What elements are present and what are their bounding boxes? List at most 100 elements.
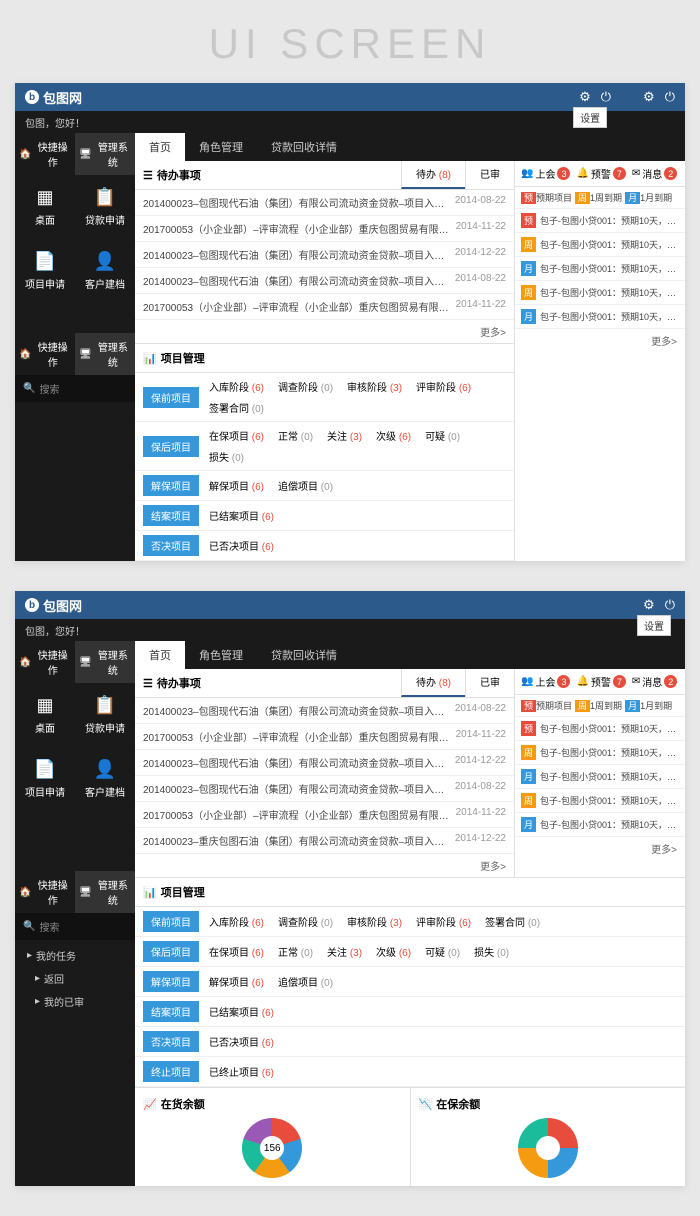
tree-mine[interactable]: ▸ 我的已审	[15, 990, 135, 1013]
side-tab-quick-b[interactable]: 🏠 快捷操作	[15, 333, 75, 375]
topbar-right: ⚙ ⏻ ⚙ ⏻ 设置	[579, 89, 675, 105]
topbar: b 包图网 ⚙ ⏻ ⚙ ⏻ 设置	[15, 83, 685, 111]
main-tabs: 首页角色管理贷款回收详情	[135, 641, 685, 669]
alert-header: 👥 上会3 🔔 预警7 ✉ 消息2	[515, 161, 685, 187]
app-preview-2: b 包图网 ⚙ ⏻ 设置 包图，您好！ 🏠 快捷操作 🖥 管理系统 ▦桌面📋贷款…	[15, 591, 685, 1186]
brand-icon: b	[25, 598, 39, 612]
side-item[interactable]: ▦桌面	[15, 175, 75, 239]
pm-row: 保前项目入库阶段 (6)调查阶段 (0)审核阶段 (3)评审阶段 (6)签署合同…	[135, 907, 685, 937]
pm-row: 解保项目解保项目 (6)追偿项目 (0)	[135, 471, 514, 501]
todo-item[interactable]: 201400023–包图现代石油（集团）有限公司流动资金贷款–项目入库—财务部复…	[135, 750, 514, 776]
search-box[interactable]: 🔍 搜索	[15, 913, 135, 940]
pm-row: 终止项目已终止项目 (6)	[135, 1057, 685, 1087]
alert-more[interactable]: 更多>	[515, 837, 685, 860]
topbar-right: ⚙ ⏻ 设置	[643, 597, 675, 613]
todo-item[interactable]: 201700053（小企业部）–评审流程（小企业部）重庆包图贸易有限公司流动资.…	[135, 802, 514, 828]
alert-header: 👥 上会3 🔔 预警7 ✉ 消息2	[515, 669, 685, 695]
settings-tooltip: 设置	[637, 615, 671, 636]
alert-item[interactable]: 月包子-包图小贷001：预期10天，金额...	[515, 305, 685, 329]
power-icon[interactable]: ⏻	[665, 597, 675, 613]
chart-right: 📉 在保余额	[411, 1088, 686, 1186]
pm-row: 结案项目已结案项目 (6)	[135, 997, 685, 1027]
pm-row: 否决项目已否决项目 (6)	[135, 531, 514, 561]
topbar: b 包图网 ⚙ ⏻ 设置	[15, 591, 685, 619]
pm-title: 📊 项目管理	[135, 344, 514, 373]
side-tab-quick[interactable]: 🏠 快捷操作	[15, 133, 75, 175]
alert-item[interactable]: 月包子-包图小贷001：预期10天，金额...	[515, 813, 685, 837]
pm-row: 保后项目在保项目 (6)正常 (0)关注 (3)次级 (6)可疑 (0)损失 (…	[135, 937, 685, 967]
todo-tab-done[interactable]: 已审	[465, 161, 514, 189]
watermark-title: UI SCREEN	[0, 0, 700, 83]
tab[interactable]: 贷款回收详情	[257, 133, 351, 161]
main-content: 首页角色管理贷款回收详情 ☰ 待办事项 待办 (8) 已审 201400023–…	[135, 133, 685, 561]
power-icon-2[interactable]: ⏻	[665, 89, 675, 105]
alert-item[interactable]: 周包子-包图小贷001：预期10天，金额...	[515, 281, 685, 305]
settings-icon-2[interactable]: ⚙	[643, 89, 655, 105]
tab[interactable]: 首页	[135, 641, 185, 669]
alert-item[interactable]: 预包子-包图小贷001：预期10天，金额...	[515, 209, 685, 233]
todo-title: ☰ 待办事项	[135, 161, 209, 189]
settings-icon[interactable]: ⚙	[643, 597, 655, 613]
side-tab-mgmt-b[interactable]: 🖥 管理系统	[75, 871, 135, 913]
side-item[interactable]: 👤客户建档	[75, 747, 135, 811]
side-item[interactable]: 📋贷款申请	[75, 175, 135, 239]
side-tab-mgmt-b[interactable]: 🖥 管理系统	[75, 333, 135, 375]
search-box[interactable]: 🔍 搜索	[15, 375, 135, 402]
todo-item[interactable]: 201700053（小企业部）–评审流程（小企业部）重庆包图贸易有限公司流动资.…	[135, 294, 514, 320]
side-item[interactable]: ▦桌面	[15, 683, 75, 747]
side-item[interactable]: 📄项目申请	[15, 747, 75, 811]
todo-tab-pending[interactable]: 待办 (8)	[401, 669, 465, 697]
todo-more[interactable]: 更多>	[135, 854, 514, 877]
pm-title: 📊 项目管理	[135, 878, 685, 907]
pm-row: 保后项目在保项目 (6)正常 (0)关注 (3)次级 (6)可疑 (0)损失 (…	[135, 422, 514, 471]
sidebar: 🏠 快捷操作 🖥 管理系统 ▦桌面📋贷款申请📄项目申请👤客户建档 🏠 快捷操作 …	[15, 133, 135, 561]
todo-item[interactable]: 201700053（小企业部）–评审流程（小企业部）重庆包图贸易有限公司流动资.…	[135, 216, 514, 242]
brand-icon: b	[25, 90, 39, 104]
side-tab-quick-b[interactable]: 🏠 快捷操作	[15, 871, 75, 913]
settings-icon[interactable]: ⚙	[579, 89, 591, 105]
chart-left: 📈 在货余额 156	[135, 1088, 411, 1186]
pm-row: 结案项目已结案项目 (6)	[135, 501, 514, 531]
greeting-bar: 包图，您好！	[15, 619, 685, 641]
todo-item[interactable]: 201400023–包图现代石油（集团）有限公司流动资金贷款–项目入库—财务部复…	[135, 776, 514, 802]
tree-task[interactable]: ▸ 我的任务	[15, 944, 135, 967]
todo-tab-pending[interactable]: 待办 (8)	[401, 161, 465, 189]
todo-more[interactable]: 更多>	[135, 320, 514, 343]
side-tab-mgmt[interactable]: 🖥 管理系统	[75, 133, 135, 175]
tab[interactable]: 角色管理	[185, 641, 257, 669]
tree-back[interactable]: ▸ 返回	[15, 967, 135, 990]
todo-item[interactable]: 201400023–包图现代石油（集团）有限公司流动资金贷款–项目入库—财务部复…	[135, 190, 514, 216]
todo-item[interactable]: 201400023–包图现代石油（集团）有限公司流动资金贷款–项目入库—财务部复…	[135, 698, 514, 724]
tab[interactable]: 首页	[135, 133, 185, 161]
side-item[interactable]: 📄项目申请	[15, 239, 75, 303]
power-icon[interactable]: ⏻	[601, 89, 611, 105]
side-tab-quick[interactable]: 🏠 快捷操作	[15, 641, 75, 683]
settings-tooltip: 设置	[573, 107, 607, 128]
side-tab-mgmt[interactable]: 🖥 管理系统	[75, 641, 135, 683]
alert-item[interactable]: 周包子-包图小贷001：预期10天，金额...	[515, 741, 685, 765]
app-preview-1: b 包图网 ⚙ ⏻ ⚙ ⏻ 设置 包图，您好！ 🏠 快捷操作 🖥 管理系统 ▦桌…	[15, 83, 685, 561]
pm-row: 解保项目解保项目 (6)追偿项目 (0)	[135, 967, 685, 997]
todo-item[interactable]: 201400023–包图现代石油（集团）有限公司流动资金贷款–项目入库—财务部复…	[135, 242, 514, 268]
sidebar: 🏠 快捷操作 🖥 管理系统 ▦桌面📋贷款申请📄项目申请👤客户建档 🏠 快捷操作 …	[15, 641, 135, 1186]
todo-item[interactable]: 201400023–包图现代石油（集团）有限公司流动资金贷款–项目入库—财务部复…	[135, 268, 514, 294]
side-item[interactable]: 📋贷款申请	[75, 683, 135, 747]
todo-tab-done[interactable]: 已审	[465, 669, 514, 697]
brand-text: 包图网	[43, 88, 82, 107]
todo-item[interactable]: 201400023–重庆包图石油（集团）有限公司流动资金贷款–项目入库—财务部复…	[135, 828, 514, 854]
alert-item[interactable]: 预包子-包图小贷001：预期10天，金额...	[515, 717, 685, 741]
brand: b 包图网	[25, 596, 82, 615]
alert-item[interactable]: 月包子-包图小贷001：预期10天，金额...	[515, 257, 685, 281]
alert-item[interactable]: 周包子-包图小贷001：预期10天，金额...	[515, 233, 685, 257]
tab[interactable]: 贷款回收详情	[257, 641, 351, 669]
brand-text: 包图网	[43, 596, 82, 615]
main-tabs: 首页角色管理贷款回收详情	[135, 133, 685, 161]
alert-item[interactable]: 周包子-包图小贷001：预期10天，金额...	[515, 789, 685, 813]
pm-row: 保前项目入库阶段 (6)调查阶段 (0)审核阶段 (3)评审阶段 (6)签署合同…	[135, 373, 514, 422]
todo-item[interactable]: 201700053（小企业部）–评审流程（小企业部）重庆包图贸易有限公司流动资.…	[135, 724, 514, 750]
alert-more[interactable]: 更多>	[515, 329, 685, 352]
alert-item[interactable]: 月包子-包图小贷001：预期10天，金额...	[515, 765, 685, 789]
todo-title: ☰ 待办事项	[135, 669, 209, 697]
tab[interactable]: 角色管理	[185, 133, 257, 161]
side-item[interactable]: 👤客户建档	[75, 239, 135, 303]
